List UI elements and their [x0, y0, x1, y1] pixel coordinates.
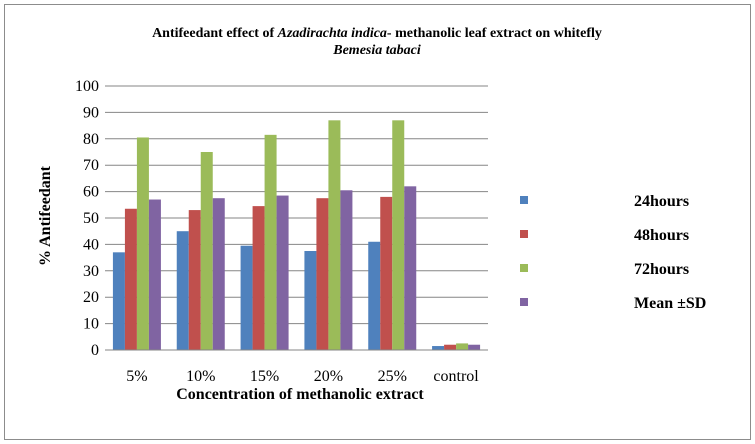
y-tick-label: 10 [83, 316, 99, 333]
bar-24hours-0 [112, 252, 125, 350]
bar-72hours-4 [392, 120, 405, 350]
chart-title: Antifeedant effect of Azadirachta indica… [152, 26, 602, 41]
bar-24hours-4 [368, 241, 381, 350]
bar-24hours-3 [304, 251, 317, 350]
legend-swatch [520, 230, 528, 238]
bar-48hours-0 [124, 208, 137, 350]
bar-mean-sd-4 [404, 186, 417, 350]
legend-label: 24hours [634, 193, 689, 210]
x-axis-label: Concentration of methanolic extract [176, 386, 424, 403]
bar-mean-sd-2 [276, 195, 289, 350]
x-tick-label: control [433, 368, 479, 385]
bars [112, 120, 481, 350]
bar-72hours-2 [264, 134, 277, 350]
x-tick-label: 10% [186, 368, 215, 385]
y-tick-label: 90 [83, 104, 99, 121]
y-tick-label: 80 [83, 131, 99, 148]
bar-72hours-1 [200, 152, 213, 350]
bar-48hours-2 [252, 206, 265, 350]
legend-label: Mean ±SD [634, 295, 706, 312]
y-tick-label: 40 [83, 236, 99, 253]
bar-72hours-0 [136, 137, 149, 350]
x-axis-ticks: 5% 10% 15% 20% 25% control [126, 368, 479, 385]
y-tick-label: 70 [83, 157, 99, 174]
bar-mean-sd-0 [148, 199, 161, 350]
y-tick-label: 20 [83, 289, 99, 306]
y-tick-label: 50 [83, 210, 99, 227]
y-tick-label: 100 [75, 78, 99, 95]
y-tick-label: 0 [91, 342, 99, 359]
bar-48hours-1 [188, 210, 201, 350]
legend-swatch [520, 264, 528, 272]
legend-swatch [520, 298, 528, 306]
bar-24hours-2 [240, 245, 253, 350]
x-tick-label: 5% [126, 368, 147, 385]
bar-72hours-3 [328, 120, 341, 350]
bar-48hours-5 [444, 344, 457, 350]
y-axis-ticks: 0 10 20 30 40 50 60 70 80 90 100 [75, 78, 99, 359]
bar-48hours-3 [316, 198, 329, 350]
y-tick-label: 30 [83, 263, 99, 280]
bar-mean-sd-3 [340, 190, 353, 350]
legend-label: 48hours [634, 227, 689, 244]
bar-72hours-5 [456, 343, 469, 350]
bar-mean-sd-1 [212, 198, 225, 350]
chart-subtitle: Bemesia tabaci [332, 43, 421, 58]
bar-24hours-5 [432, 346, 445, 350]
bar-24hours-1 [176, 231, 189, 350]
bar-mean-sd-5 [468, 344, 481, 350]
x-tick-label: 25% [378, 368, 407, 385]
x-tick-label: 20% [314, 368, 343, 385]
legend-label: 72hours [634, 261, 689, 278]
gridlines [105, 85, 488, 325]
y-tick-label: 60 [83, 184, 99, 201]
x-tick-label: 15% [250, 368, 279, 385]
bar-48hours-4 [380, 196, 393, 350]
y-axis-label: % Antifeedant [37, 165, 54, 266]
legend: 24hours 48hours 72hours Mean ±SD [520, 193, 706, 312]
legend-swatch [520, 196, 528, 204]
